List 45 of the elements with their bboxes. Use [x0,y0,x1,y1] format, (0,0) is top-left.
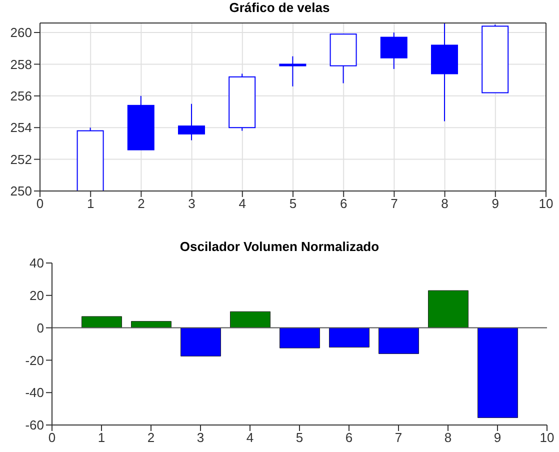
y-tick-label: -20 [25,352,44,368]
x-tick-label: 4 [246,430,254,446]
y-tick-label: 258 [10,56,32,72]
x-tick-label: 10 [538,196,554,212]
chart-title: Oscilador Volumen Normalizado [178,239,380,256]
candlestick [279,56,306,87]
x-tick-label: 5 [289,196,297,212]
y-tick-label: 260 [10,25,32,40]
x-tick-label: 7 [394,430,402,446]
bar [378,328,419,354]
y-tick-label: 20 [30,288,44,304]
bar [180,328,221,356]
x-tick-label: 8 [444,430,452,446]
y-tick-label: 254 [10,120,32,136]
x-tick-label: 9 [492,196,500,212]
chart-title: Gráfico de velas [228,0,331,17]
x-tick-label: 1 [86,196,94,212]
x-tick-label: 2 [147,430,155,446]
bar [82,316,122,328]
x-tick-label: 6 [340,196,348,212]
x-tick-label: 8 [441,196,448,212]
x-tick-label: 9 [494,430,502,446]
y-tick-label: -60 [25,418,44,433]
x-tick-label: 5 [296,430,304,446]
x-tick-label: 10 [540,430,554,446]
bar [329,328,370,348]
y-tick-label: 256 [10,88,32,104]
x-tick-label: 3 [196,430,204,446]
y-tick-label: 0 [36,320,44,336]
x-tick-label: 7 [390,196,398,212]
bar [230,311,270,328]
bar [131,321,172,328]
x-tick-label: 6 [345,430,353,446]
y-tick-label: 40 [30,256,44,271]
x-tick-label: 4 [238,196,246,212]
x-tick-label: 0 [48,430,56,446]
y-tick-label: 250 [10,184,32,199]
y-tick-label: 252 [10,152,32,167]
x-tick-label: 1 [98,430,106,446]
x-tick-label: 2 [138,196,145,212]
y-tick-label: -40 [25,385,44,400]
bar [428,290,468,328]
bar [280,328,320,348]
bar [478,328,518,418]
x-tick-label: 3 [188,196,196,212]
